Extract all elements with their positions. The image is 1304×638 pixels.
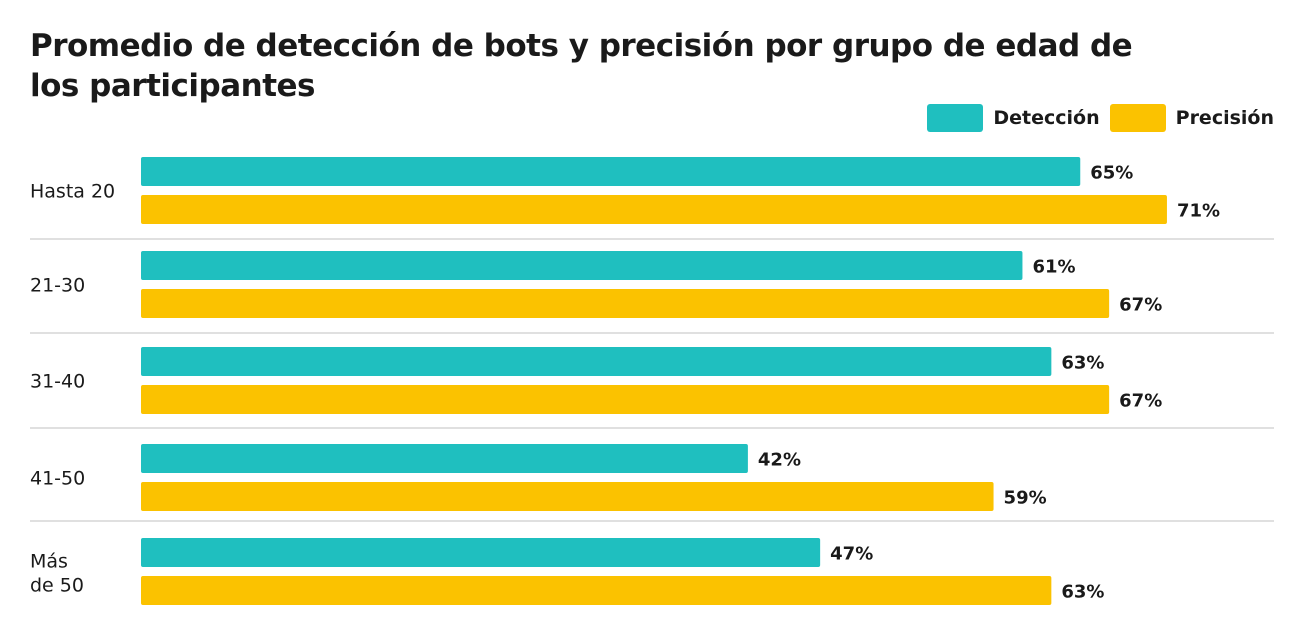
legend-item-deteccion: Detección xyxy=(927,104,1100,132)
bar-deteccion xyxy=(141,347,1052,376)
bar-precision xyxy=(141,576,1052,605)
legend-swatch-precision xyxy=(1109,104,1166,132)
bar-deteccion xyxy=(141,444,748,473)
legend-label-deteccion: Detección xyxy=(993,107,1100,129)
value-label: 71% xyxy=(1177,201,1220,222)
value-label: 63% xyxy=(1061,582,1104,603)
bar-precision xyxy=(141,289,1110,318)
category-label: 41-50 xyxy=(30,468,85,490)
value-label: 42% xyxy=(758,450,801,471)
legend-swatch-deteccion xyxy=(927,104,984,132)
chart-title: Promedio de detección de bots y precisió… xyxy=(30,28,1133,104)
category-label: 21-30 xyxy=(30,275,85,297)
legend-label-precision: Precisión xyxy=(1175,107,1274,129)
category-label: 31-40 xyxy=(30,371,85,393)
legend-item-precision: Precisión xyxy=(1109,104,1274,132)
value-label: 67% xyxy=(1119,391,1162,412)
value-label: 59% xyxy=(1004,488,1047,509)
bar-precision xyxy=(141,195,1167,224)
category-label: Hasta 20 xyxy=(30,181,115,203)
legend: Detección Precisión xyxy=(917,102,1274,134)
value-label: 67% xyxy=(1119,295,1162,316)
bar-precision xyxy=(141,385,1110,414)
category-label: Más de 50 xyxy=(30,551,84,597)
bar-deteccion xyxy=(141,538,821,567)
value-label: 63% xyxy=(1061,353,1104,374)
value-label: 65% xyxy=(1090,163,1133,184)
value-label: 47% xyxy=(830,544,873,565)
value-label: 61% xyxy=(1032,257,1075,278)
bar-precision xyxy=(141,482,994,511)
bar-deteccion xyxy=(141,251,1023,280)
bar-deteccion xyxy=(141,157,1081,186)
